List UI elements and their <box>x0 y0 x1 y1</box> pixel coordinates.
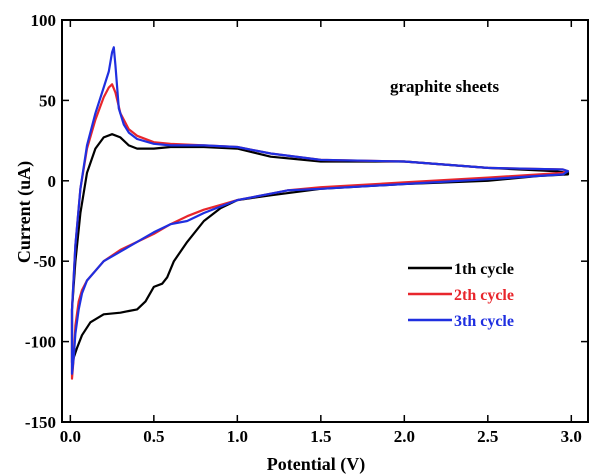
legend-label-cycle-1: 1th cycle <box>454 261 514 278</box>
tick-marks <box>62 19 588 423</box>
x-tick-label: 3.0 <box>561 427 582 446</box>
series-line-cycle-3 <box>70 46 570 375</box>
series-line-cycle-2 <box>70 83 570 380</box>
x-axis-title: Potential (V) <box>267 454 365 474</box>
y-axis-title: Current (uA) <box>14 161 35 263</box>
y-tick-label: -150 <box>25 413 56 432</box>
x-tick-label: 1.0 <box>227 427 248 446</box>
y-tick-label: 0 <box>48 172 57 191</box>
y-tick-label: 50 <box>39 91 56 110</box>
y-tick-label: 100 <box>31 11 57 30</box>
x-tick-label: 0.5 <box>143 427 164 446</box>
tick-labels: 0.0 0.5 1.0 1.5 2.0 2.5 3.0 -150 -100 -50 0 50 100 <box>25 11 582 446</box>
y-tick-label: -100 <box>25 333 56 352</box>
legend-label-cycle-3: 3th cycle <box>454 313 514 330</box>
legend: 1th cycle 2th cycle 3th cycle <box>408 261 514 330</box>
plot-frame <box>61 19 589 423</box>
series-line-cycle-1 <box>70 133 570 364</box>
x-tick-label: 2.0 <box>394 427 415 446</box>
x-tick-label: 2.5 <box>477 427 498 446</box>
y-tick-label: -50 <box>33 252 56 271</box>
plot-layer <box>70 46 570 380</box>
legend-label-cycle-2: 2th cycle <box>454 287 514 304</box>
x-tick-label: 1.5 <box>310 427 331 446</box>
x-tick-label: 0.0 <box>60 427 81 446</box>
chart-annotation: graphite sheets <box>390 77 499 96</box>
